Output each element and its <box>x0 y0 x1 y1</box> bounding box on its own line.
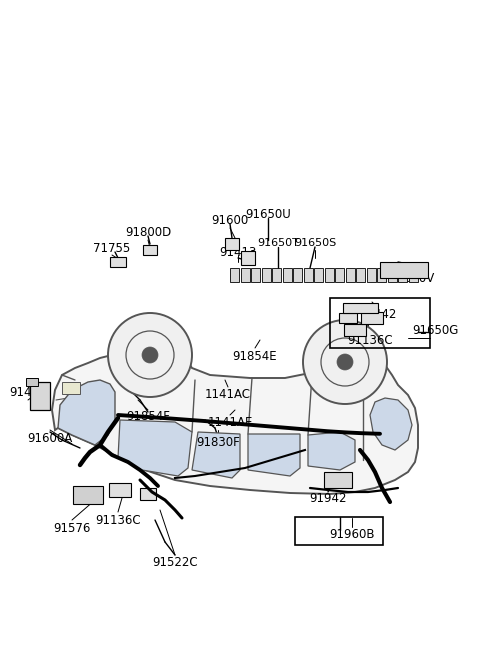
Text: 91942: 91942 <box>309 491 347 504</box>
Bar <box>30 382 50 410</box>
Text: 91960B: 91960B <box>329 529 375 541</box>
Bar <box>335 268 344 282</box>
Text: 91522C: 91522C <box>152 556 198 569</box>
Bar <box>283 268 291 282</box>
Bar <box>241 251 255 265</box>
Text: 91413: 91413 <box>9 386 47 398</box>
Bar <box>324 472 352 488</box>
Bar <box>344 324 366 336</box>
Bar <box>356 268 365 282</box>
Polygon shape <box>248 434 300 476</box>
Polygon shape <box>192 432 240 478</box>
Text: 91650G: 91650G <box>412 323 458 337</box>
Text: 93442: 93442 <box>360 308 396 321</box>
Bar <box>26 378 38 386</box>
Bar <box>262 268 271 282</box>
Text: 91800D: 91800D <box>125 226 171 239</box>
Bar <box>361 312 383 324</box>
Polygon shape <box>308 432 355 470</box>
Bar <box>110 257 126 267</box>
Text: 91413: 91413 <box>219 247 257 260</box>
Bar <box>230 268 239 282</box>
Bar <box>109 483 131 497</box>
Text: 1141AC: 1141AC <box>205 388 251 401</box>
Circle shape <box>142 347 158 363</box>
Bar <box>293 268 302 282</box>
Polygon shape <box>58 380 115 445</box>
Text: 91854F: 91854F <box>126 411 170 424</box>
Bar <box>324 268 334 282</box>
Polygon shape <box>370 398 412 450</box>
Bar <box>367 268 375 282</box>
Bar <box>295 517 383 545</box>
Text: 91136C: 91136C <box>347 333 393 346</box>
Bar <box>240 268 250 282</box>
Bar <box>303 268 312 282</box>
Bar <box>143 245 157 255</box>
Polygon shape <box>118 420 192 476</box>
Bar <box>330 298 430 348</box>
Text: 71755: 71755 <box>94 241 131 255</box>
Bar <box>140 488 156 500</box>
Bar <box>387 268 396 282</box>
Bar <box>62 382 80 394</box>
Text: 91650T: 91650T <box>257 238 299 248</box>
Circle shape <box>303 320 387 404</box>
Text: 91830F: 91830F <box>196 436 240 449</box>
Bar <box>377 268 386 282</box>
Bar <box>380 262 428 278</box>
Text: 91576: 91576 <box>53 522 91 535</box>
Bar <box>346 268 355 282</box>
Bar <box>398 268 407 282</box>
Text: 1141AE: 1141AE <box>207 417 252 430</box>
Text: 91650S: 91650S <box>294 238 336 248</box>
Polygon shape <box>52 345 418 494</box>
Bar <box>339 313 357 323</box>
Text: 91600: 91600 <box>211 213 249 226</box>
Text: 91650U: 91650U <box>245 207 291 220</box>
Bar <box>314 268 323 282</box>
Bar <box>343 303 377 313</box>
Text: 91136C: 91136C <box>95 514 141 527</box>
Circle shape <box>337 354 353 370</box>
Circle shape <box>108 313 192 397</box>
Bar <box>408 268 418 282</box>
Bar <box>272 268 281 282</box>
Text: 91600A: 91600A <box>27 432 72 445</box>
Bar <box>73 486 103 504</box>
Bar <box>251 268 260 282</box>
Text: 91650V: 91650V <box>389 272 434 285</box>
Bar <box>225 238 239 250</box>
Text: 91854E: 91854E <box>233 350 277 363</box>
